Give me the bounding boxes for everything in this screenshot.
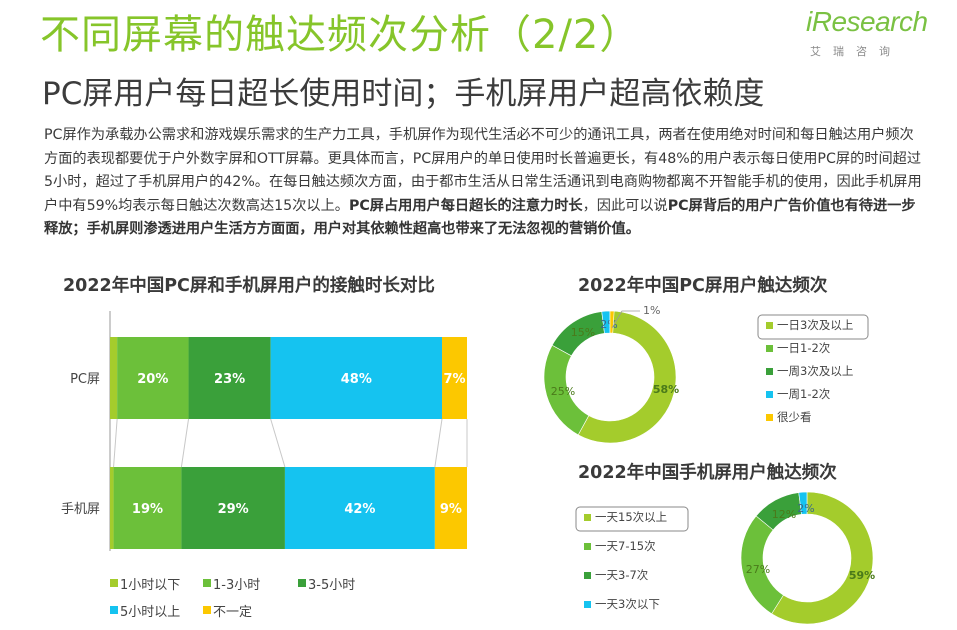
page-subtitle: PC屏用户每日超长使用时间；手机屏用户超高依赖度 (42, 76, 765, 112)
mobile-donut-legend-swatch (584, 572, 591, 579)
pc-donut-data-label: 25% (551, 385, 575, 398)
iresearch-logo: iResearch 艾瑞咨询 (806, 6, 928, 64)
bar-data-label: 29% (218, 502, 249, 517)
pc-donut-legend-highlight (757, 314, 869, 340)
bar-legend-swatch (110, 579, 118, 587)
mobile-donut-data-label: 59% (849, 569, 875, 582)
bar-legend-swatch (110, 606, 118, 614)
bar-segment-pc-0 (110, 337, 118, 419)
bar-segment-pc-3 (270, 337, 443, 419)
mobile-donut-legend-highlight (575, 506, 689, 532)
bar-segment-mobile-2 (181, 467, 285, 549)
bar-data-label: 23% (214, 372, 245, 387)
bar-segment-pc-4 (442, 337, 467, 419)
bar-legend-label: 3-5小时 (308, 578, 355, 593)
bar-chart-title: 2022年中国PC屏和手机屏用户的接触时长对比 (63, 276, 435, 296)
logo-wordmark: iResearch (806, 6, 928, 37)
pc-donut-legend-label: 一周1-2次 (777, 387, 831, 401)
bar-data-label: 7% (443, 372, 465, 387)
bar-segment-mobile-1 (113, 467, 182, 549)
bar-data-label: 19% (132, 502, 163, 517)
pc-donut-data-label: 58% (653, 383, 679, 396)
bar-segment-mobile-0 (110, 467, 114, 549)
pc-donut-title: 2022年中国PC屏用户触达频次 (578, 276, 828, 296)
description-paragraph: PC屏作为承载办公需求和游戏娱乐需求的生产力工具，手机屏作为现代生活必不可少的通… (44, 124, 924, 242)
logo-chinese-name: 艾瑞咨询 (810, 45, 902, 58)
mobile-donut-legend-swatch (584, 601, 591, 608)
mobile-donut-slice-3 (798, 491, 808, 515)
mobile-donut-slice-0 (771, 491, 874, 625)
pc-donut-slice-0 (577, 310, 677, 444)
pc-donut-legend-label: 很少看 (777, 410, 812, 424)
bar-data-label: 9% (440, 502, 462, 517)
pc-donut-legend-label: 一日1-2次 (777, 341, 831, 355)
pc-donut-data-label: 2% (600, 318, 617, 331)
mobile-donut-legend-label: 一天3-7次 (595, 568, 649, 582)
bar-segment-pc-1 (117, 337, 189, 419)
mobile-donut-legend-label: 一天3次以下 (595, 597, 660, 611)
bar-legend-label: 5小时以上 (120, 605, 180, 620)
description-highlight-1: PC屏占用用户每日超长的注意力时长 (348, 197, 583, 214)
mobile-donut-data-label: 12% (772, 508, 796, 521)
bar-legend-swatch (203, 606, 211, 614)
mobile-donut-legend-swatch (584, 514, 591, 521)
pc-donut-leader-line (611, 310, 640, 329)
mobile-donut-legend-label: 一天15次以上 (595, 510, 667, 524)
mobile-donut-title: 2022年中国手机屏用户触达频次 (578, 463, 837, 483)
description-text-2: ，因此可以说 (582, 197, 668, 214)
bar-legend-label: 1小时以下 (120, 578, 180, 593)
pc-donut-legend-swatch (766, 368, 773, 375)
bar-data-label: 48% (341, 372, 372, 387)
bar-category-label: 手机屏 (61, 502, 100, 517)
bar-legend-label: 不一定 (213, 605, 252, 620)
bar-segment-mobile-3 (284, 467, 435, 549)
mobile-donut-data-label: 2% (797, 502, 814, 515)
pc-donut-legend-label: 一日3次及以上 (777, 318, 853, 332)
bar-connector-line (434, 418, 443, 468)
pc-donut-legend-swatch (766, 391, 773, 398)
bar-data-label: 42% (344, 502, 375, 517)
bar-data-label: 20% (137, 372, 168, 387)
page-title: 不同屏幕的触达频次分析（2/2） (40, 12, 641, 58)
bar-segment-mobile-4 (434, 467, 467, 549)
description-text: PC屏作为承载办公需求和游戏娱乐需求的生产力工具，手机屏作为现代生活必不可少的通… (44, 127, 922, 214)
bar-connector-line (180, 418, 190, 468)
pc-donut-legend-swatch (766, 322, 773, 329)
pc-donut-legend-swatch (766, 345, 773, 352)
bar-legend-swatch (298, 579, 306, 587)
description-highlight-2: PC屏背后的用户广告价值也有待进一步释放；手机屏则渗透进用户生活方方面面，用户对… (44, 197, 916, 238)
bar-connector-line (270, 418, 286, 468)
bar-connector-line (113, 418, 118, 468)
bar-legend-swatch (203, 579, 211, 587)
pc-donut-legend-label: 一周3次及以上 (777, 364, 853, 378)
bar-segment-pc-2 (188, 337, 271, 419)
mobile-donut-data-label: 27% (746, 563, 770, 576)
pc-donut-slice-4 (609, 310, 615, 334)
mobile-donut-legend-label: 一天7-15次 (595, 539, 656, 553)
mobile-donut-legend-swatch (584, 543, 591, 550)
pc-donut-legend-swatch (766, 414, 773, 421)
pc-donut-data-label: 15% (571, 326, 595, 339)
pc-donut-data-label: 1% (643, 304, 660, 317)
bar-legend-label: 1-3小时 (213, 578, 260, 593)
bar-category-label: PC屏 (70, 372, 100, 387)
